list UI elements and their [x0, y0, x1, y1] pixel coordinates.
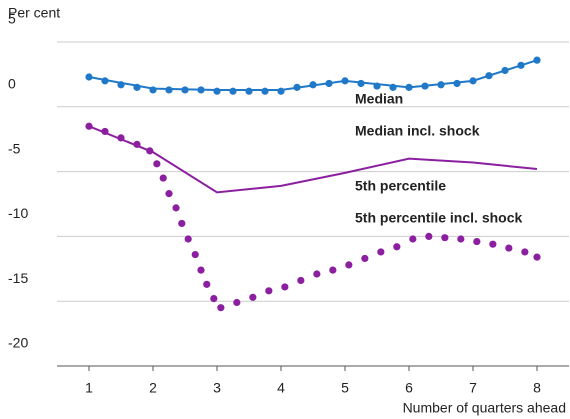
data-point [309, 81, 317, 89]
data-point [345, 261, 353, 269]
data-point [297, 276, 305, 285]
data-point [245, 87, 253, 95]
x-tick-label: 3 [213, 380, 221, 396]
data-point [377, 248, 385, 256]
data-point [517, 61, 525, 69]
data-point [85, 73, 93, 81]
data-point [329, 266, 337, 274]
series-label: Median [355, 91, 403, 107]
data-point [409, 235, 417, 243]
data-point [393, 243, 401, 251]
data-point [533, 253, 541, 261]
data-point [217, 304, 225, 312]
data-point [457, 235, 465, 243]
y-tick-label: -5 [8, 140, 21, 156]
data-point [85, 122, 93, 130]
data-point [489, 240, 497, 248]
data-point [453, 79, 461, 88]
data-point [210, 295, 218, 303]
data-point [197, 266, 205, 274]
data-point [485, 72, 493, 80]
data-point [277, 87, 285, 95]
data-point [421, 82, 429, 90]
y-axis-label: Per cent [8, 5, 60, 21]
data-point [405, 83, 413, 91]
data-point [261, 87, 269, 95]
data-point [165, 190, 173, 198]
data-point [249, 293, 257, 301]
y-tick-label: -15 [8, 270, 28, 286]
data-point [505, 244, 513, 252]
data-point [133, 140, 141, 148]
x-tick-label: 4 [277, 380, 285, 396]
x-tick-label: 8 [533, 380, 541, 396]
data-point [389, 83, 397, 91]
data-point [133, 83, 141, 91]
y-tick-label: -10 [8, 205, 28, 221]
series-label: 5th percentile [355, 178, 446, 194]
data-point [178, 219, 186, 228]
x-axis-label: Number of quarters ahead [403, 400, 566, 416]
data-point [281, 283, 289, 291]
data-point [473, 237, 481, 246]
data-point [521, 248, 529, 256]
y-tick-label: 0 [8, 76, 16, 92]
y-tick-label: 5 [8, 11, 16, 27]
series-label: 5th percentile incl. shock [355, 210, 522, 226]
data-point [165, 86, 173, 94]
x-tick-label: 7 [469, 380, 477, 396]
data-point [146, 147, 154, 155]
data-point [469, 77, 477, 85]
data-point [101, 77, 109, 85]
data-point [501, 66, 509, 75]
data-line [88, 125, 538, 194]
data-point [293, 83, 301, 91]
data-point [203, 280, 211, 288]
series-label: Median incl. shock [355, 123, 480, 139]
data-point [213, 87, 221, 95]
data-point [325, 79, 333, 88]
data-point [361, 254, 369, 263]
data-point [533, 56, 541, 64]
data-point [373, 82, 381, 90]
data-point [341, 77, 349, 85]
data-point [101, 127, 109, 136]
x-tick-label: 2 [149, 380, 157, 396]
data-point [197, 86, 205, 94]
data-point [172, 204, 180, 212]
data-point [233, 298, 241, 307]
data-point [191, 250, 199, 259]
data-point [149, 86, 157, 94]
x-tick-label: 6 [405, 380, 413, 396]
data-point [441, 234, 449, 242]
x-tick-label: 5 [341, 380, 349, 396]
x-tick-label: 1 [85, 380, 93, 396]
data-point [425, 232, 433, 240]
data-point [265, 287, 273, 295]
data-point [117, 81, 125, 89]
data-point [153, 160, 161, 168]
y-tick-label: -20 [8, 335, 28, 351]
data-point [117, 134, 125, 142]
data-point [357, 79, 365, 88]
data-point [313, 270, 321, 278]
data-point [437, 81, 445, 89]
data-point [229, 87, 237, 95]
data-point [184, 235, 192, 243]
data-point [181, 86, 189, 94]
data-point [159, 174, 167, 182]
